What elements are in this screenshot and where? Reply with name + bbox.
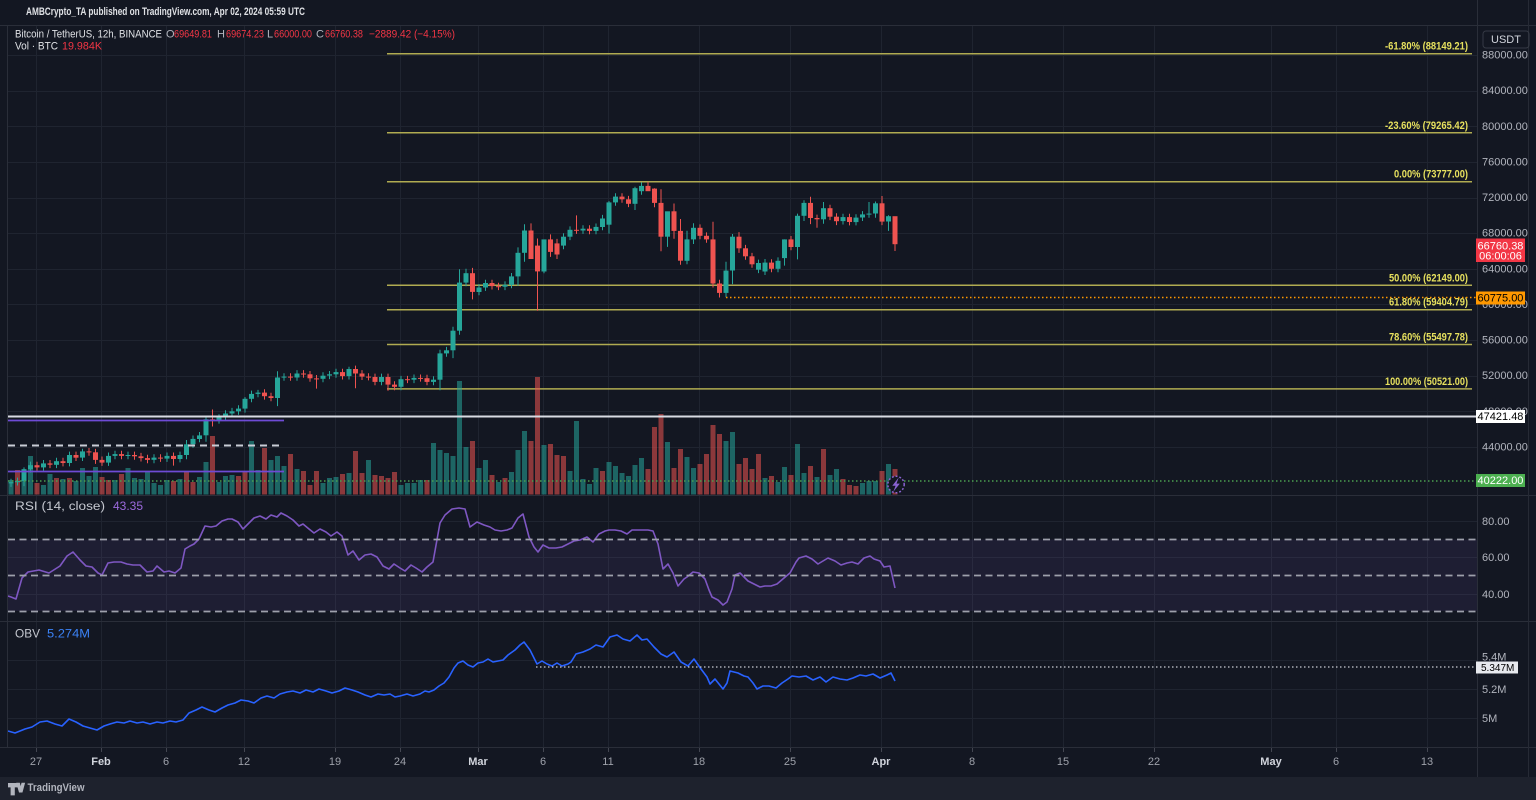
svg-text:H: H [217, 29, 225, 41]
svg-text:68000.00: 68000.00 [1482, 228, 1528, 240]
svg-text:61.80% (59404.79): 61.80% (59404.79) [1389, 297, 1468, 309]
svg-text:8: 8 [969, 756, 975, 768]
svg-text:Feb: Feb [91, 756, 111, 768]
svg-text:66760.38: 66760.38 [1478, 241, 1524, 253]
svg-text:12: 12 [238, 756, 250, 768]
svg-text:19.984K: 19.984K [62, 41, 103, 53]
svg-text:Bitcoin / TetherUS, 12h, BINAN: Bitcoin / TetherUS, 12h, BINANCE [15, 29, 162, 41]
svg-text:5M: 5M [1482, 713, 1497, 725]
svg-text:OBV: OBV [15, 629, 40, 641]
svg-text:5.4M: 5.4M [1482, 652, 1506, 664]
svg-text:66000.00: 66000.00 [274, 29, 312, 41]
svg-text:O: O [166, 29, 175, 41]
svg-text:5.274M: 5.274M [47, 629, 90, 641]
svg-text:0.00% (73777.00): 0.00% (73777.00) [1394, 169, 1468, 181]
svg-text:100.00% (50521.00): 100.00% (50521.00) [1385, 376, 1468, 388]
svg-text:60775.00: 60775.00 [1478, 293, 1524, 305]
svg-text:−2889.42 (−4.15%): −2889.42 (−4.15%) [369, 29, 455, 41]
svg-text:RSI (14, close): RSI (14, close) [15, 501, 105, 513]
svg-text:64000.00: 64000.00 [1482, 263, 1528, 275]
svg-text:AMBCrypto_TA published on Trad: AMBCrypto_TA published on TradingView.co… [26, 6, 305, 18]
svg-text:69649.81: 69649.81 [174, 29, 212, 41]
svg-text:TradingView: TradingView [28, 782, 85, 794]
svg-text:5.2M: 5.2M [1482, 684, 1506, 696]
svg-text:40222.00: 40222.00 [1478, 475, 1524, 487]
svg-text:6: 6 [540, 756, 546, 768]
svg-text:5.347M: 5.347M [1481, 663, 1514, 674]
svg-text:6: 6 [1333, 756, 1339, 768]
svg-text:72000.00: 72000.00 [1482, 192, 1528, 204]
svg-text:24: 24 [394, 756, 406, 768]
svg-text:88000.00: 88000.00 [1482, 50, 1528, 62]
svg-text:-23.60% (79265.42): -23.60% (79265.42) [1385, 120, 1468, 132]
svg-text:22: 22 [1148, 756, 1160, 768]
svg-text:19: 19 [329, 756, 341, 768]
svg-text:43.35: 43.35 [113, 501, 143, 513]
svg-text:May: May [1260, 756, 1282, 768]
svg-text:C: C [316, 29, 324, 41]
svg-text:Vol · BTC: Vol · BTC [15, 41, 58, 53]
svg-text:6: 6 [163, 756, 169, 768]
svg-text:18: 18 [693, 756, 705, 768]
svg-text:78.60% (55497.78): 78.60% (55497.78) [1389, 332, 1468, 344]
svg-text:69674.23: 69674.23 [226, 29, 264, 41]
svg-text:80.00: 80.00 [1482, 516, 1510, 528]
svg-text:47421.48: 47421.48 [1478, 411, 1524, 423]
svg-text:Mar: Mar [468, 756, 488, 768]
svg-text:25: 25 [784, 756, 796, 768]
svg-text:76000.00: 76000.00 [1482, 156, 1528, 168]
svg-text:27: 27 [30, 756, 42, 768]
svg-text:15: 15 [1057, 756, 1069, 768]
svg-text:80000.00: 80000.00 [1482, 121, 1528, 133]
svg-text:-61.80% (88149.21): -61.80% (88149.21) [1385, 41, 1468, 53]
svg-text:40.00: 40.00 [1482, 589, 1510, 601]
svg-text:66760.38: 66760.38 [325, 29, 363, 41]
svg-text:Apr: Apr [872, 756, 892, 768]
svg-text:13: 13 [1421, 756, 1433, 768]
svg-text:60.00: 60.00 [1482, 552, 1510, 564]
svg-text:84000.00: 84000.00 [1482, 85, 1528, 97]
svg-text:52000.00: 52000.00 [1482, 370, 1528, 382]
svg-text:06:00:06: 06:00:06 [1479, 251, 1522, 263]
svg-text:USDT: USDT [1491, 34, 1521, 46]
svg-text:56000.00: 56000.00 [1482, 335, 1528, 347]
svg-text:L: L [267, 29, 273, 41]
svg-text:50.00% (62149.00): 50.00% (62149.00) [1389, 272, 1468, 284]
svg-text:44000.00: 44000.00 [1482, 441, 1528, 453]
svg-text:11: 11 [602, 756, 613, 768]
